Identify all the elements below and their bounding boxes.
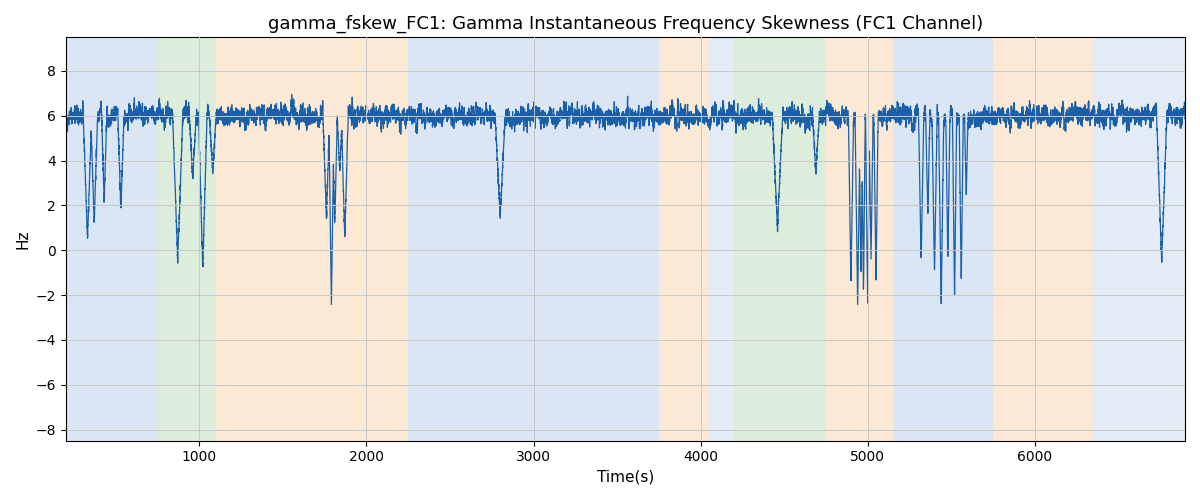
Bar: [1093, 38, 1186, 440]
X-axis label: Time(s): Time(s): [596, 470, 654, 485]
Title: gamma_fskew_FC1: Gamma Instantaneous Frequency Skewness (FC1 Channel): gamma_fskew_FC1: Gamma Instantaneous Fre…: [268, 15, 983, 34]
Bar: [709, 38, 734, 440]
Y-axis label: Hz: Hz: [16, 230, 30, 249]
Bar: [992, 38, 1093, 440]
Bar: [659, 38, 709, 440]
Bar: [408, 38, 659, 440]
Bar: [734, 38, 826, 440]
Bar: [893, 38, 992, 440]
Bar: [216, 38, 408, 440]
Bar: [826, 38, 893, 440]
Bar: [66, 38, 157, 440]
Bar: [157, 38, 216, 440]
